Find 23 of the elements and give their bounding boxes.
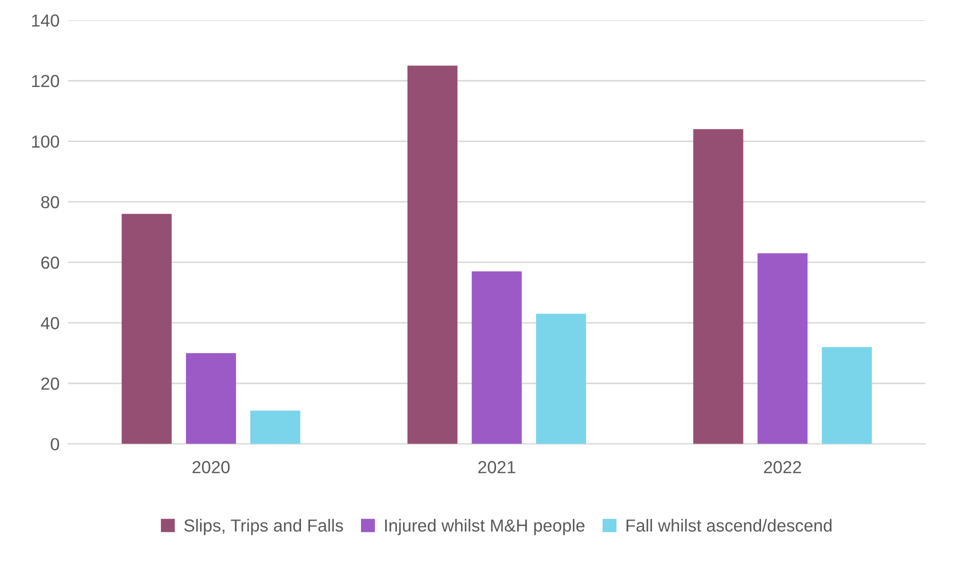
y-tick-label: 120 xyxy=(32,74,60,88)
bar xyxy=(186,353,236,444)
legend-label: Injured whilst M&H people xyxy=(385,518,584,536)
y-tick-label: 0 xyxy=(50,438,60,450)
legend-label: Slips, Trips and Falls xyxy=(184,518,344,536)
bar xyxy=(758,253,808,444)
bar xyxy=(250,410,300,444)
x-tick-label: 2020 xyxy=(192,461,230,474)
y-tick-label: 100 xyxy=(32,135,60,148)
bar xyxy=(407,66,458,444)
bar xyxy=(122,214,172,444)
y-tick-label: 80 xyxy=(41,196,60,208)
bar xyxy=(693,129,744,444)
y-tick-label: 20 xyxy=(41,378,60,390)
y-tick-label: 60 xyxy=(41,256,60,269)
x-tick-label: 2021 xyxy=(478,461,516,474)
bar xyxy=(472,271,522,444)
bar xyxy=(822,347,872,444)
x-tick-label: 2022 xyxy=(764,461,801,474)
bar xyxy=(536,314,586,444)
y-tick-label: 140 xyxy=(32,14,60,27)
legend-label: Fall whilst ascend/descend xyxy=(626,518,832,532)
y-tick-label: 40 xyxy=(40,317,60,330)
